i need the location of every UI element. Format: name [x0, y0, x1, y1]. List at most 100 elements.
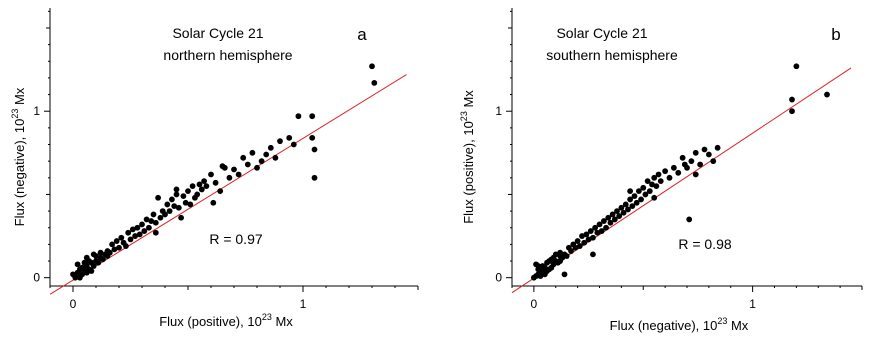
data-point: [90, 263, 97, 269]
data-point: [572, 244, 579, 251]
data-point: [793, 63, 800, 70]
data-point: [295, 113, 302, 120]
x-axis-label: Flux (positive), 1023 Mx: [159, 312, 293, 329]
data-point: [714, 144, 721, 151]
data-point: [83, 254, 90, 261]
data-point: [141, 228, 148, 234]
data-point: [219, 163, 226, 170]
data-point: [686, 216, 693, 223]
data-point: [622, 201, 629, 208]
data-point: [618, 204, 625, 211]
data-point: [150, 211, 157, 218]
data-point: [670, 164, 677, 171]
data-point: [88, 268, 95, 274]
data-point: [655, 171, 662, 178]
data-point: [152, 229, 159, 236]
data-point: [646, 188, 653, 195]
panel-letter: b: [831, 25, 840, 44]
data-point: [701, 146, 708, 153]
data-point: [594, 229, 601, 236]
data-point: [203, 183, 210, 190]
data-point: [72, 274, 79, 281]
data-point: [180, 193, 187, 200]
data-point: [789, 96, 795, 103]
data-point: [166, 208, 173, 214]
data-point: [182, 199, 189, 206]
data-point: [590, 234, 596, 241]
data-point: [675, 169, 682, 176]
data-point: [629, 203, 636, 209]
data-point: [254, 164, 260, 171]
data-point: [311, 146, 318, 153]
data-point: [557, 258, 564, 264]
data-point: [77, 274, 83, 281]
data-point: [173, 191, 180, 198]
data-point: [164, 201, 171, 208]
data-point: [789, 108, 795, 115]
data-point: [651, 194, 658, 201]
data-point: [244, 161, 251, 168]
data-point: [210, 199, 217, 206]
data-point: [311, 174, 318, 181]
data-point: [309, 113, 316, 120]
data-point: [125, 229, 132, 236]
data-point: [653, 183, 660, 190]
data-point: [123, 243, 129, 249]
data-point: [132, 233, 139, 239]
data-point: [596, 221, 603, 228]
data-point: [212, 179, 219, 186]
data-point: [187, 201, 194, 208]
data-point: [568, 248, 574, 254]
data-point: [196, 181, 203, 188]
data-point: [605, 214, 612, 221]
data-point: [118, 234, 125, 241]
data-point: [651, 174, 658, 181]
y-tick-label: 0: [495, 271, 502, 285]
data-point: [157, 214, 164, 221]
data-point: [189, 183, 196, 190]
data-point: [625, 206, 631, 213]
data-point: [267, 144, 274, 151]
data-point: [290, 141, 297, 148]
data-point: [611, 216, 618, 223]
data-point: [692, 149, 699, 156]
scatter-chart-b: 0 1 0 1 Solar Cycle 21 southern hemisphere b R …: [459, 8, 863, 333]
data-point: [185, 188, 191, 195]
data-point: [178, 214, 185, 221]
data-point: [127, 236, 134, 243]
data-point: [143, 216, 150, 223]
data-point: [173, 186, 180, 193]
y-tick-label: 1: [33, 104, 40, 118]
data-point: [616, 213, 623, 219]
data-point: [309, 134, 316, 141]
y-axis-label: Flux (positive), 1023 Mx: [459, 90, 476, 224]
x-tick-label: 0: [70, 297, 77, 311]
data-point: [74, 261, 81, 268]
data-point: [590, 251, 596, 258]
data-point: [631, 193, 638, 200]
data-point: [657, 178, 664, 185]
data-point: [688, 158, 695, 165]
data-point: [198, 186, 205, 193]
data-point: [134, 224, 141, 231]
data-point: [642, 191, 649, 198]
data-point: [286, 134, 293, 141]
data-point: [226, 174, 233, 181]
data-point: [620, 209, 627, 216]
data-point: [679, 154, 686, 161]
data-point: [109, 241, 115, 248]
x-axis-label: Flux (negative), 1023 Mx: [610, 316, 749, 333]
data-point: [136, 231, 143, 238]
data-point: [581, 239, 588, 246]
x-tick-label: 0: [531, 297, 538, 311]
x-tick-label: 1: [749, 297, 756, 311]
data-point: [194, 191, 201, 198]
data-point: [681, 161, 688, 168]
data-point: [100, 256, 106, 263]
data-point: [116, 244, 122, 251]
data-point: [649, 181, 655, 188]
data-point: [175, 204, 182, 211]
data-point: [710, 158, 717, 165]
data-point: [579, 233, 585, 239]
chart-title-line2: northern hemisphere: [163, 47, 292, 63]
